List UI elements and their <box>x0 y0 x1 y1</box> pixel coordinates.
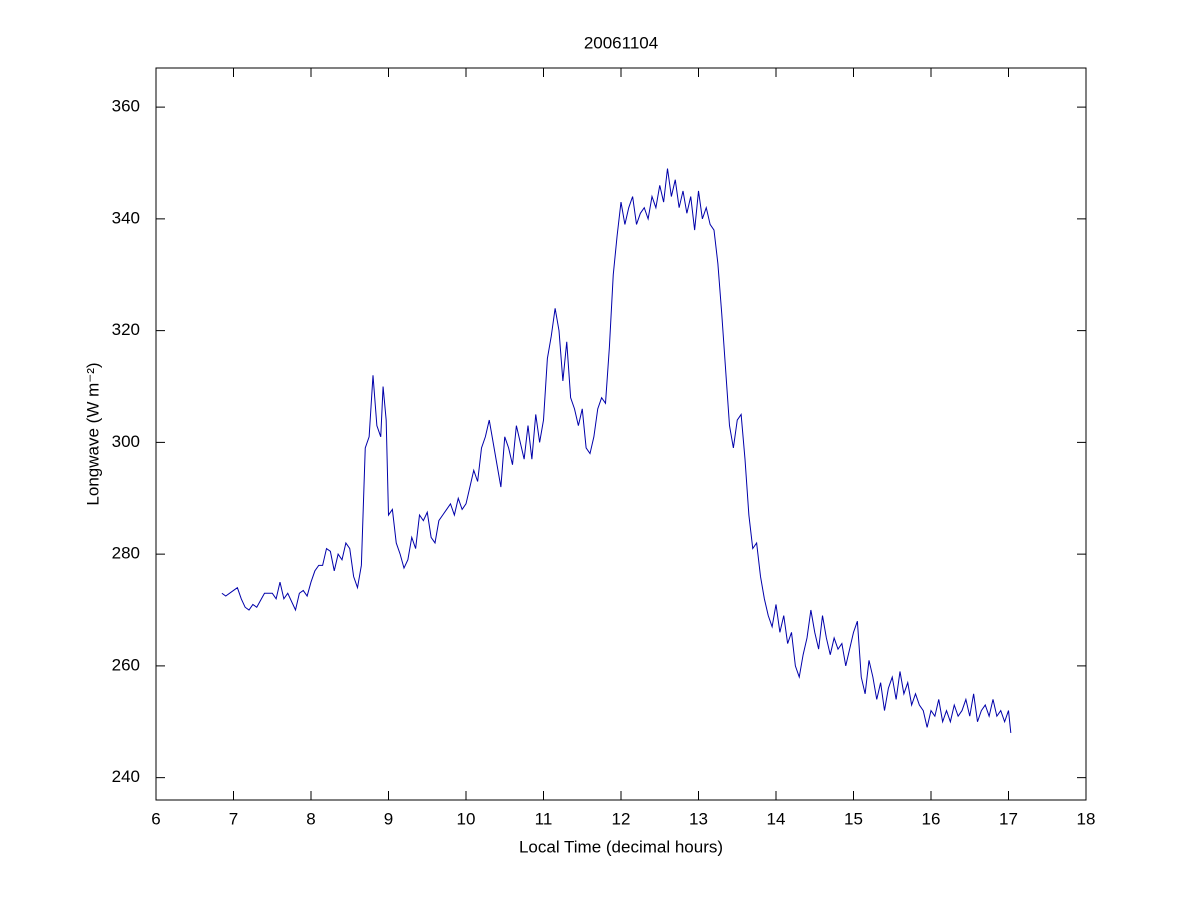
data-line <box>221 168 1012 733</box>
y-axis-label: Longwave (W m⁻²) <box>83 362 102 505</box>
x-tick-label: 17 <box>999 809 1018 828</box>
y-tick-label: 320 <box>112 320 140 339</box>
x-tick-label: 15 <box>844 809 863 828</box>
y-tick-label: 260 <box>112 655 140 674</box>
x-tick-label: 16 <box>922 809 941 828</box>
x-tick-label: 14 <box>767 809 786 828</box>
y-tick-label: 300 <box>112 432 140 451</box>
x-tick-label: 10 <box>457 809 476 828</box>
x-tick-label: 13 <box>689 809 708 828</box>
chart-title: 20061104 <box>584 33 658 52</box>
y-tick-label: 280 <box>112 544 140 563</box>
x-tick-label: 7 <box>229 809 238 828</box>
x-tick-label: 9 <box>384 809 393 828</box>
x-tick-label: 12 <box>612 809 631 828</box>
x-axis-label: Local Time (decimal hours) <box>519 837 723 856</box>
x-tick-label: 11 <box>535 809 553 828</box>
x-tick-label: 8 <box>306 809 315 828</box>
y-tick-label: 340 <box>112 208 140 227</box>
x-tick-label: 18 <box>1077 809 1096 828</box>
y-tick-label: 360 <box>112 97 140 116</box>
y-tick-label: 240 <box>112 767 140 786</box>
x-tick-label: 6 <box>151 809 160 828</box>
